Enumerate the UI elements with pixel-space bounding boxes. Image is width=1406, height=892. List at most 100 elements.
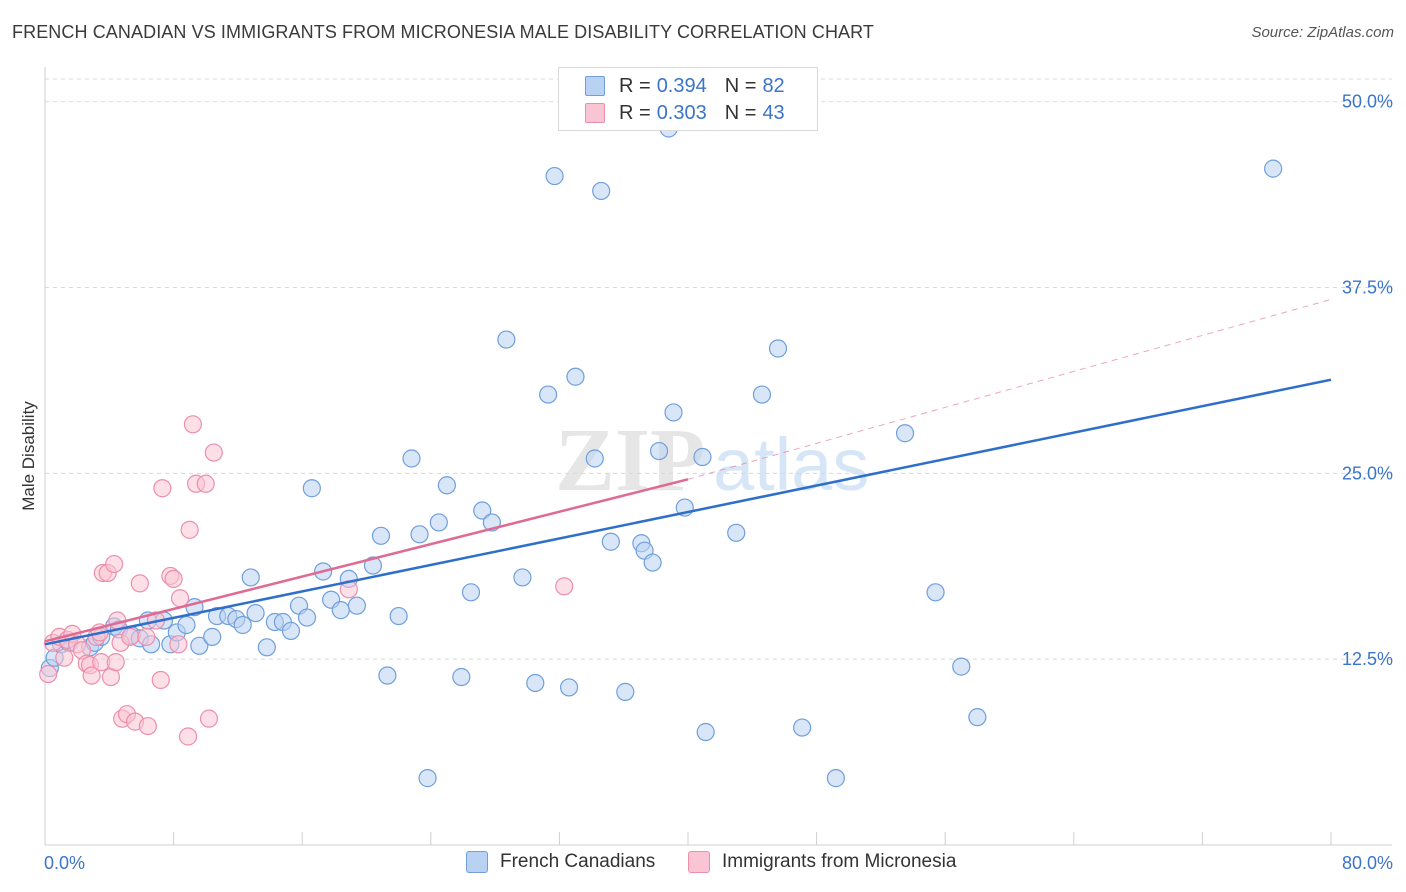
x-tick-label: 80.0%	[1342, 853, 1393, 873]
data-point	[968, 708, 987, 727]
chart-title: FRENCH CANADIAN VS IMMIGRANTS FROM MICRO…	[12, 22, 875, 42]
legend-swatch-pink	[585, 103, 605, 123]
data-point	[616, 682, 635, 701]
data-point	[55, 648, 74, 667]
data-point	[347, 596, 366, 615]
data-point	[566, 367, 585, 386]
trend-line	[44, 378, 1332, 646]
data-point	[592, 181, 611, 201]
data-point	[233, 615, 252, 635]
data-point	[281, 621, 301, 641]
data-point	[363, 556, 383, 575]
data-point	[601, 532, 620, 551]
data-point	[437, 476, 456, 495]
legend-n-label: N =	[724, 101, 757, 124]
watermark-atlas: atlas	[713, 423, 869, 506]
data-point	[752, 385, 772, 404]
trend-lines	[44, 298, 1332, 646]
data-point	[246, 603, 265, 623]
data-point	[1264, 159, 1283, 178]
y-tick-label: 25.0%	[1342, 463, 1393, 483]
data-point	[39, 664, 58, 684]
legend-row-french-canadians: R = 0.394 N = 82	[585, 74, 785, 98]
data-point	[121, 627, 140, 646]
data-point	[497, 330, 516, 349]
data-point	[105, 554, 124, 574]
data-point	[539, 385, 558, 404]
data-point	[151, 670, 170, 690]
data-point	[585, 449, 604, 468]
data-point	[410, 525, 429, 544]
legend-r-label: R =	[619, 101, 651, 124]
data-point	[178, 727, 198, 746]
bottom-legend-label: French Canadians	[500, 851, 656, 872]
data-point	[378, 666, 397, 685]
data-point	[196, 474, 215, 493]
data-point	[302, 479, 321, 498]
legend-row-micronesia: R = 0.303 N = 43	[585, 101, 785, 125]
data-point	[555, 577, 574, 596]
data-point	[664, 403, 683, 422]
stats-legend: R = 0.394 N = 82 R = 0.303 N = 43	[558, 67, 818, 131]
source-label: Source: ZipAtlas.com	[1251, 24, 1394, 41]
data-point	[402, 449, 421, 468]
data-point	[696, 722, 715, 742]
y-tick-label: 12.5%	[1342, 649, 1393, 669]
data-point	[106, 653, 125, 672]
legend-r-value: 0.303	[656, 101, 707, 124]
bottom-legend-french-canadians: French Canadians	[466, 851, 655, 873]
data-point	[177, 615, 196, 635]
legend-n-value: 43	[762, 101, 785, 124]
legend-r-label: R =	[619, 74, 651, 97]
data-point	[137, 627, 156, 646]
data-point	[826, 769, 845, 788]
data-point	[649, 441, 669, 461]
data-point	[190, 636, 209, 655]
bottom-legend-label: Immigrants from Micronesia	[722, 851, 957, 872]
data-point	[130, 574, 149, 593]
data-point	[203, 627, 222, 646]
data-point	[153, 479, 172, 498]
legend-swatch-blue	[585, 76, 605, 96]
axes	[44, 67, 1392, 846]
data-point	[643, 553, 662, 572]
data-point	[371, 526, 391, 545]
data-point	[429, 513, 448, 532]
data-point	[461, 583, 481, 602]
data-point	[452, 667, 471, 687]
y-axis-label: Male Disability	[19, 401, 38, 511]
data-point	[138, 716, 157, 736]
data-point	[693, 447, 712, 467]
data-point	[768, 339, 788, 358]
legend-r-value: 0.394	[656, 74, 707, 97]
data-point	[164, 569, 183, 589]
data-point	[559, 678, 579, 697]
data-point	[170, 589, 190, 608]
data-point	[545, 166, 564, 186]
series-french-canadians	[40, 119, 1283, 788]
data-point	[952, 657, 971, 676]
data-point	[297, 608, 317, 627]
y-tick-label: 37.5%	[1342, 278, 1393, 298]
data-point	[199, 709, 219, 728]
trend-line	[687, 298, 1332, 480]
data-point	[204, 443, 223, 462]
data-point	[241, 568, 260, 587]
data-point	[793, 718, 812, 737]
data-point	[418, 769, 437, 788]
y-tick-label: 50.0%	[1342, 92, 1393, 112]
bottom-legend-swatch-blue	[466, 851, 488, 873]
tick-labels: 12.5% 25.0% 37.5% 50.0% 0.0% 80.0%	[44, 92, 1393, 873]
data-point	[727, 523, 746, 542]
bottom-legend-micronesia: Immigrants from Micronesia	[688, 851, 956, 873]
data-point	[473, 501, 492, 520]
x-tick-label: 0.0%	[44, 853, 85, 873]
series-micronesia	[39, 415, 574, 746]
data-point	[183, 415, 202, 434]
data-point	[331, 601, 350, 620]
legend-n-label: N =	[724, 74, 757, 97]
data-point	[389, 606, 408, 626]
data-point	[513, 568, 532, 587]
data-point	[257, 638, 276, 657]
